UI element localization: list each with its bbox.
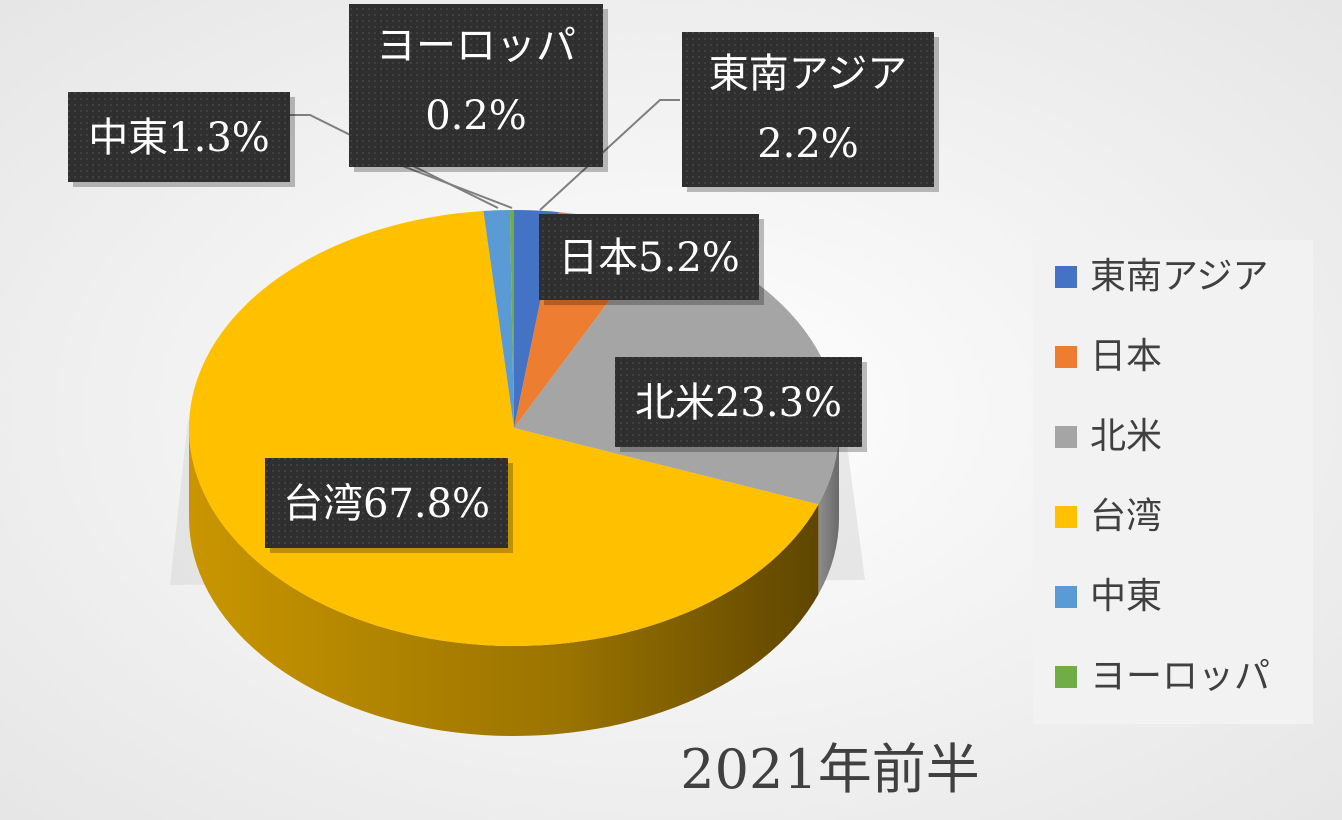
slice-taiwan-data-label: 台湾67.8% bbox=[265, 458, 513, 553]
legend-swatch bbox=[1055, 506, 1077, 528]
slice-north-america-label-text: 北米23.3% bbox=[635, 380, 842, 426]
legend-label: 東南アジア bbox=[1090, 256, 1269, 297]
legend-label: 中東 bbox=[1090, 576, 1162, 617]
slice-europe-label-name: ヨーロッパ bbox=[376, 23, 576, 69]
legend-swatch bbox=[1055, 346, 1077, 368]
pie-side bbox=[189, 428, 839, 737]
slice-southeast-asia-data-label: 東南アジア 2.2% bbox=[682, 32, 939, 192]
legend-swatch bbox=[1055, 266, 1077, 288]
slice-europe-data-label: ヨーロッパ 0.2% bbox=[349, 4, 608, 172]
legend-label: 北米 bbox=[1090, 416, 1162, 457]
slice-europe bbox=[509, 210, 514, 428]
chart-title: 2021年前半 bbox=[680, 738, 979, 801]
legend-label: 台湾 bbox=[1090, 496, 1162, 537]
slice-europe-label-value: 0.2% bbox=[425, 93, 527, 139]
slice-japan-label-text: 日本5.2% bbox=[558, 235, 740, 281]
slice-southeast-asia-label-value: 2.2% bbox=[757, 121, 859, 167]
legend-swatch bbox=[1055, 666, 1077, 688]
slice-middle-east-leader-line bbox=[290, 114, 499, 209]
legend-label: ヨーロッパ bbox=[1090, 656, 1270, 697]
slice-north-america-data-label: 北米23.3% bbox=[615, 357, 867, 452]
slice-southeast-asia-leader-line bbox=[539, 99, 680, 211]
slice-southeast-asia-label-name: 東南アジア bbox=[709, 51, 907, 97]
legend-label: 日本 bbox=[1090, 336, 1162, 377]
slice-japan-data-label: 日本5.2% bbox=[539, 214, 764, 305]
data-labels: 東南アジア 2.2% 日本5.2% 北米23.3% 台湾67.8% 中東1.3% ヨーロッパ… bbox=[68, 4, 939, 553]
slice-taiwan-label-text: 台湾67.8% bbox=[283, 481, 490, 527]
slice-europe-leader-line bbox=[399, 164, 513, 209]
legend-swatch bbox=[1055, 586, 1077, 608]
slice-north-america-side bbox=[818, 428, 839, 595]
slice-taiwan-side bbox=[189, 428, 819, 737]
slice-middle-east bbox=[483, 210, 514, 428]
slice-middle-east-label-text: 中東1.3% bbox=[88, 115, 270, 161]
legend-swatch bbox=[1055, 426, 1077, 448]
legend-box bbox=[1033, 240, 1313, 724]
slice-middle-east-data-label: 中東1.3% bbox=[68, 92, 295, 187]
leader-lines bbox=[290, 99, 680, 211]
